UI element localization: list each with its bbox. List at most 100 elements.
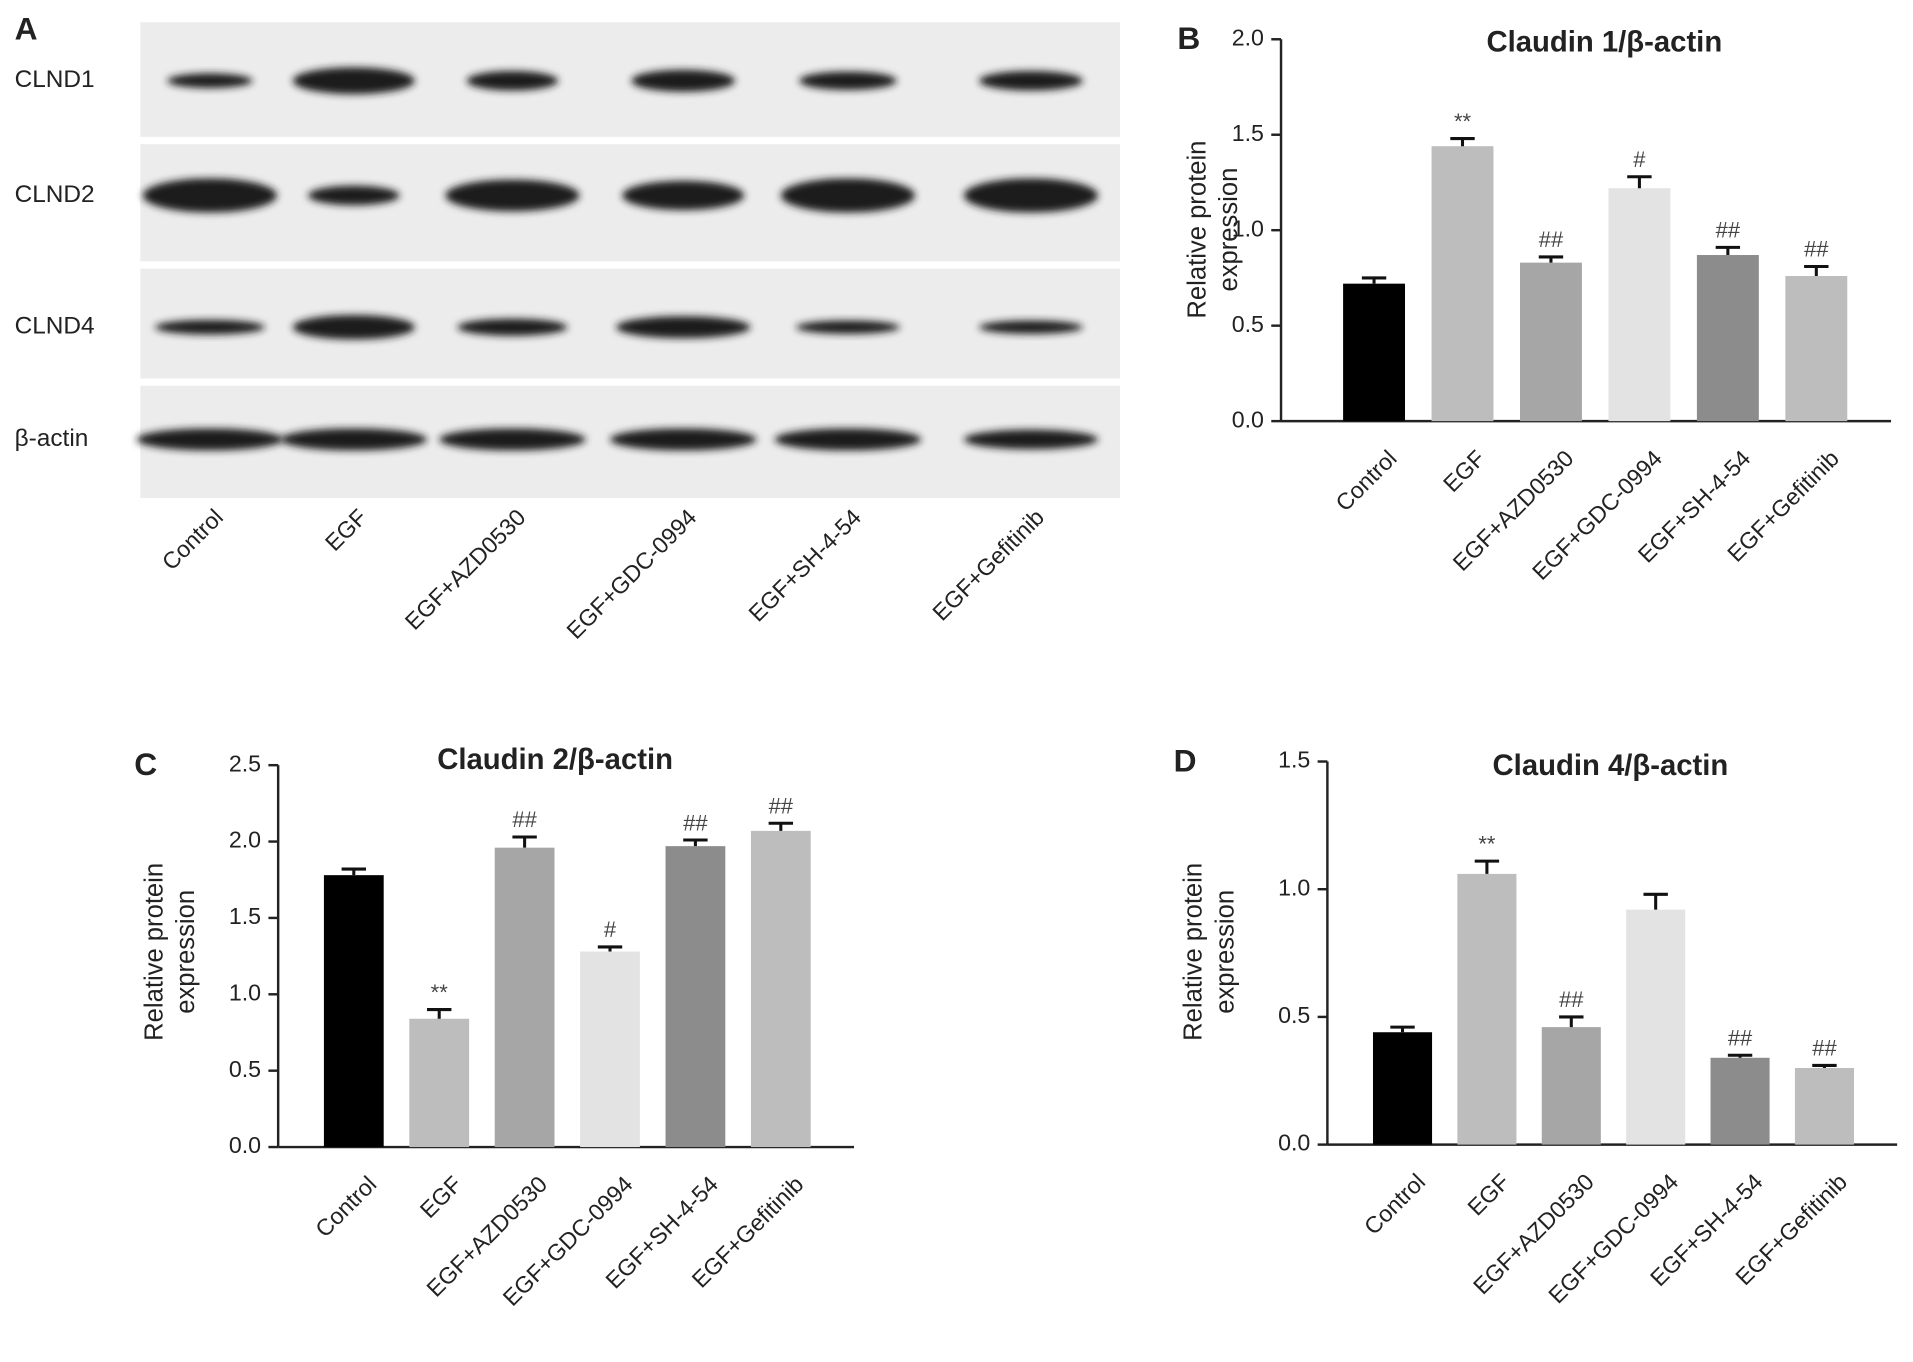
error-bar: [1627, 175, 1652, 189]
significance-label: **: [1478, 831, 1496, 856]
blot-band: [167, 73, 253, 89]
significance-label: **: [1454, 109, 1472, 134]
significance-label: ##: [1812, 1036, 1837, 1061]
error-bar: [1643, 892, 1668, 910]
blot-lane-label: EGF: [320, 504, 372, 556]
chart-title: Claudin 1/β-actin: [1486, 25, 1722, 58]
blot-band: [774, 428, 922, 451]
blot-band: [136, 428, 284, 451]
blot-band: [280, 428, 428, 451]
error-bar: [1812, 1063, 1837, 1068]
error-bar: [1804, 264, 1829, 277]
bar: [323, 875, 384, 1148]
bar: [1710, 1057, 1770, 1145]
y-tick-label: 1.0: [229, 979, 261, 1005]
blot-row-label: CLND1: [15, 66, 95, 93]
blot-band: [439, 428, 586, 451]
blot-band: [292, 67, 415, 95]
error-bar: [1538, 255, 1564, 263]
y-axis-label: Relative protein: [1183, 141, 1211, 319]
y-axis-label: expression: [1211, 890, 1239, 1014]
error-bar: [1559, 1015, 1584, 1028]
y-axis-label: Relative protein: [140, 863, 168, 1041]
bar: [750, 830, 811, 1148]
x-tick-label: EGF: [1438, 445, 1490, 497]
bar: [1608, 188, 1671, 422]
blot-band: [457, 318, 568, 336]
significance-label: #: [604, 917, 617, 942]
blot-lane-label: EGF+AZD0530: [400, 504, 531, 635]
x-tick-label: EGF: [1462, 1168, 1514, 1220]
y-tick-label: 1.0: [1278, 874, 1310, 900]
bar: [1785, 276, 1848, 422]
blot-lane-label: EGF+GDC-0994: [561, 504, 701, 644]
panel-label: A: [15, 10, 38, 46]
bar: [1541, 1027, 1601, 1145]
y-tick-label: 2.0: [229, 827, 261, 853]
blot-band: [445, 179, 580, 212]
blot-band: [963, 178, 1099, 213]
error-bar: [1474, 859, 1500, 874]
bar: [1794, 1067, 1854, 1145]
y-tick-label: 0.5: [229, 1056, 261, 1082]
error-bar: [1390, 1025, 1415, 1033]
y-tick-label: 0.0: [1232, 406, 1264, 432]
significance-label: ##: [1804, 237, 1829, 262]
error-bar: [512, 835, 537, 848]
blot-band: [780, 178, 916, 213]
y-tick-label: 1.5: [1278, 747, 1310, 773]
bar: [580, 951, 640, 1148]
significance-label: ##: [1539, 227, 1564, 252]
error-bar: [768, 821, 794, 831]
error-bar: [1450, 137, 1475, 147]
y-axis-label: expression: [1215, 168, 1243, 292]
blot-band: [622, 180, 745, 211]
blot-lane-label: Control: [157, 504, 228, 575]
blot-strip: [140, 144, 1120, 262]
chart-title: Claudin 2/β-actin: [437, 743, 673, 776]
y-axis-label: Relative protein: [1180, 863, 1208, 1041]
significance-label: **: [431, 980, 449, 1005]
bar: [1626, 909, 1686, 1145]
y-tick-label: 0.5: [1232, 311, 1264, 337]
y-tick-label: 0.0: [1278, 1130, 1310, 1156]
chart-title: Claudin 4/β-actin: [1493, 749, 1729, 782]
significance-label: ##: [769, 793, 794, 818]
significance-label: ##: [1716, 218, 1741, 243]
blot-band: [292, 314, 415, 340]
blot-band: [154, 319, 265, 335]
blot-lane-label: EGF+SH-4-54: [743, 504, 866, 627]
y-tick-label: 0.0: [229, 1132, 261, 1158]
error-bar: [427, 1008, 452, 1019]
bar: [1457, 873, 1517, 1145]
error-bar: [1715, 245, 1741, 256]
x-tick-label: Control: [310, 1171, 381, 1242]
significance-label: ##: [683, 810, 708, 835]
y-axis-label: expression: [172, 890, 200, 1014]
y-tick-label: 0.5: [1278, 1002, 1310, 1028]
blot-row-label: β-actin: [15, 425, 89, 452]
bar: [1343, 283, 1406, 422]
error-bar: [1727, 1053, 1753, 1058]
y-tick-label: 2.5: [229, 750, 261, 776]
blot-band: [610, 428, 757, 451]
significance-label: #: [1633, 147, 1646, 172]
y-tick-label: 1.5: [1232, 120, 1264, 146]
blot-band: [963, 429, 1099, 450]
error-bar: [1361, 276, 1387, 284]
bar: [1431, 146, 1494, 422]
panel-label: B: [1177, 20, 1200, 56]
bar: [665, 846, 726, 1148]
blot-strip: [140, 22, 1120, 137]
y-tick-label: 1.5: [229, 903, 261, 929]
blot-band: [979, 320, 1083, 334]
bar: [1519, 262, 1582, 422]
bar: [409, 1018, 470, 1148]
blot-band: [796, 320, 900, 334]
x-tick-label: Control: [1330, 445, 1401, 516]
blot-band: [308, 185, 400, 206]
significance-label: ##: [1728, 1025, 1753, 1050]
blot-band: [631, 69, 736, 92]
